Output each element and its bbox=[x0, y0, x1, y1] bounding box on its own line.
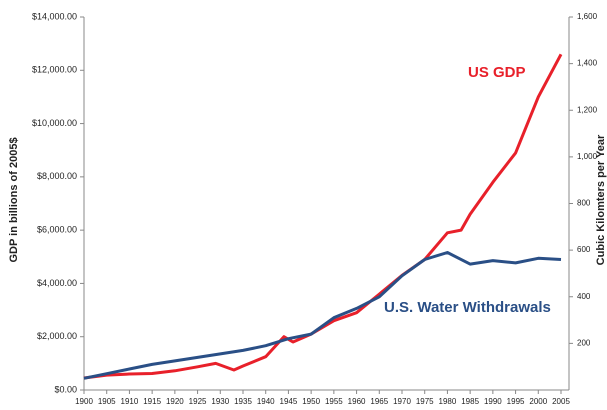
y-axis-title: GDP in billions of 2005$ bbox=[8, 137, 20, 262]
x-tick-label: 1965 bbox=[370, 397, 388, 406]
x-tick-label: 1940 bbox=[257, 397, 275, 406]
x-tick-label: 1990 bbox=[484, 397, 502, 406]
x-tick-label: 2000 bbox=[529, 397, 547, 406]
y2-tick-label: 400 bbox=[577, 292, 591, 301]
gdp-annotation: US GDP bbox=[468, 64, 526, 81]
y2-tick-label: 600 bbox=[577, 245, 591, 254]
y2-tick-label: 1,400 bbox=[577, 59, 598, 68]
x-tick-label: 1995 bbox=[507, 397, 525, 406]
x-tick-label: 1915 bbox=[143, 397, 161, 406]
y-tick-label: $8,000.00 bbox=[37, 171, 77, 181]
y2-tick-label: 200 bbox=[577, 338, 591, 347]
y2-tick-label: 1,000 bbox=[577, 152, 598, 161]
y2-axis-title: Cubic Kilomters per Year bbox=[595, 134, 607, 265]
x-tick-label: 1985 bbox=[461, 397, 479, 406]
y-tick-label: $2,000.00 bbox=[37, 331, 77, 341]
data-line bbox=[83, 53, 563, 380]
y-tick-label: $10,000.00 bbox=[32, 118, 77, 128]
y2-tick-label: 1,600 bbox=[577, 12, 598, 21]
y2-tick-label: 800 bbox=[577, 199, 591, 208]
y-tick-label: $4,000.00 bbox=[37, 278, 77, 288]
x-tick-label: 1960 bbox=[348, 397, 366, 406]
x-tick-label: 1920 bbox=[166, 397, 184, 406]
water-annotation: U.S. Water Withdrawals bbox=[384, 299, 551, 316]
data-line bbox=[83, 251, 562, 380]
x-tick-label: 1950 bbox=[302, 397, 320, 406]
x-tick-label: 1945 bbox=[280, 397, 298, 406]
x-tick-label: 1930 bbox=[211, 397, 229, 406]
y2-tick-label: 1,200 bbox=[577, 105, 598, 114]
x-tick-label: 1905 bbox=[98, 397, 116, 406]
x-tick-label: 1935 bbox=[234, 397, 252, 406]
x-tick-label: 1910 bbox=[121, 397, 139, 406]
x-tick-label: 1900 bbox=[75, 397, 93, 406]
x-tick-label: 1970 bbox=[393, 397, 411, 406]
x-tick-label: 1925 bbox=[189, 397, 207, 406]
y-tick-label: $6,000.00 bbox=[37, 225, 77, 235]
y-tick-label: $0.00 bbox=[54, 384, 77, 394]
x-tick-label: 1980 bbox=[439, 397, 457, 406]
x-tick-label: 1955 bbox=[325, 397, 343, 406]
x-tick-label: 2005 bbox=[552, 397, 570, 406]
y-tick-label: $12,000.00 bbox=[32, 65, 77, 75]
x-tick-label: 1975 bbox=[416, 397, 434, 406]
y-tick-label: $14,000.00 bbox=[32, 11, 77, 21]
